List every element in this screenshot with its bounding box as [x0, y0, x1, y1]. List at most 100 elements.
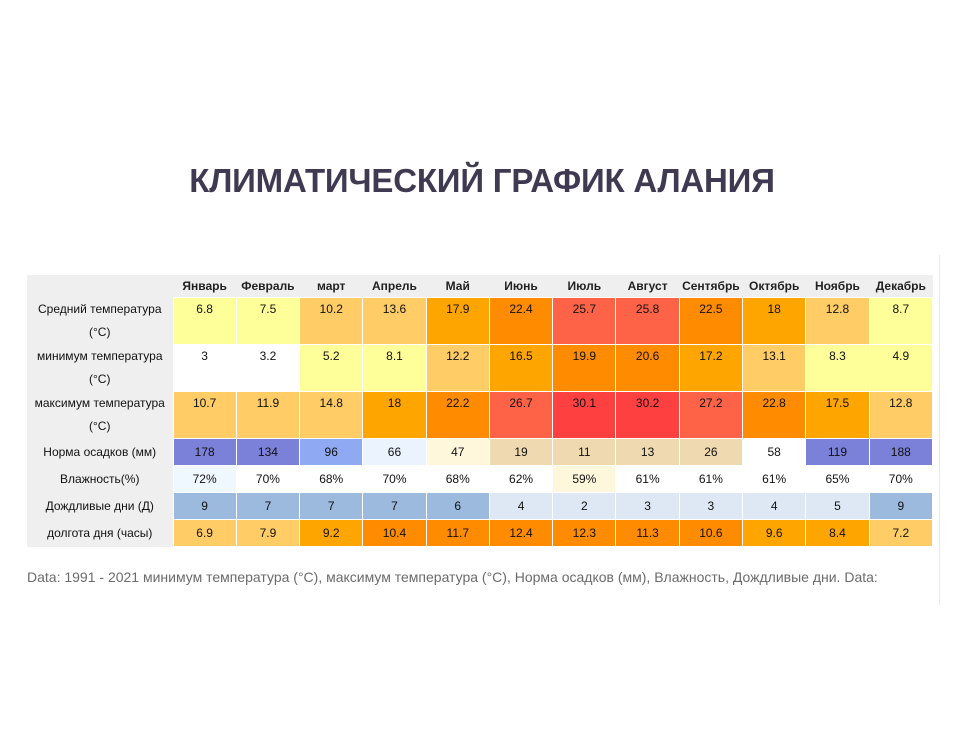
value-cell: 61%: [678, 465, 744, 493]
value-cell: 7: [235, 492, 301, 520]
daylight-hours-row: долгота дня (часы) 6.9 7.9 9.2 10.4 11.7 12.4 1…: [27, 519, 934, 547]
value-cell: 2: [552, 492, 617, 520]
value-cell: 20.6: [615, 344, 680, 392]
row-label-text: максимум температура: [34, 396, 165, 410]
value-cell: 30.1: [552, 391, 617, 439]
value-cell: 27.2: [678, 391, 744, 439]
value-cell: 8.7: [868, 297, 934, 345]
value-cell: 17.2: [678, 344, 744, 392]
value-cell: 13.1: [742, 344, 807, 392]
value-cell: 5.2: [299, 344, 364, 392]
row-label-text: Дождливые дни (Д): [45, 499, 154, 513]
row-label: долгота дня (часы): [27, 519, 173, 547]
value-cell: 70%: [868, 465, 934, 493]
value-cell: 96: [299, 438, 364, 466]
value-cell: 6: [425, 492, 490, 520]
value-cell: 22.5: [678, 297, 744, 345]
value-cell: 72%: [172, 465, 237, 493]
value-cell: 19: [488, 438, 554, 466]
month-header: Май: [426, 275, 490, 298]
value-cell: 5: [805, 492, 870, 520]
row-label-unit: (°C): [89, 325, 111, 339]
value-cell: 12.8: [805, 297, 870, 345]
row-label: максимум температура (°C): [27, 391, 173, 439]
value-cell: 3: [615, 492, 680, 520]
value-cell: 10.7: [172, 391, 237, 439]
month-header: март: [299, 275, 363, 298]
value-cell: 26.7: [488, 391, 554, 439]
value-cell: 6.8: [172, 297, 237, 345]
value-cell: 12.3: [552, 519, 617, 547]
value-cell: 25.7: [552, 297, 617, 345]
value-cell: 11.3: [615, 519, 680, 547]
value-cell: 66: [362, 438, 427, 466]
value-cell: 26: [678, 438, 744, 466]
value-cell: 22.4: [488, 297, 554, 345]
value-cell: 3: [678, 492, 744, 520]
row-label-unit: (°C): [89, 372, 111, 386]
row-label: Дождливые дни (Д): [27, 492, 173, 520]
value-cell: 19.9: [552, 344, 617, 392]
value-cell: 7: [299, 492, 364, 520]
value-cell: 9: [868, 492, 934, 520]
value-cell: 18: [362, 391, 427, 439]
month-header: Январь: [173, 275, 237, 298]
value-cell: 12.4: [488, 519, 554, 547]
value-cell: 178: [172, 438, 237, 466]
month-header: Сентябрь: [679, 275, 743, 298]
row-label-text: минимум температура: [36, 349, 163, 363]
value-cell: 62%: [488, 465, 554, 493]
value-cell: 17.9: [425, 297, 490, 345]
value-cell: 22.8: [742, 391, 807, 439]
value-cell: 68%: [425, 465, 490, 493]
row-label-text: Средний температура: [37, 302, 162, 316]
precipitation-row: Норма осадков (мм) 178 134 96 66 47 19 11 13 26 58…: [27, 438, 934, 466]
value-cell: 134: [235, 438, 301, 466]
value-cell: 9.6: [742, 519, 807, 547]
rainy-days-row: Дождливые дни (Д) 9 7 7 7 6 4 2 3 3 4 5 9: [27, 492, 934, 520]
month-header: Август: [615, 275, 680, 298]
divider: [939, 255, 940, 605]
value-cell: 68%: [299, 465, 364, 493]
month-header: Ноябрь: [805, 275, 870, 298]
value-cell: 61%: [742, 465, 807, 493]
row-label: Средний температура (°C): [27, 297, 173, 345]
value-cell: 12.2: [425, 344, 490, 392]
value-cell: 7.5: [235, 297, 301, 345]
value-cell: 188: [868, 438, 934, 466]
month-header: Июнь: [489, 275, 553, 298]
value-cell: 70%: [362, 465, 427, 493]
page-title: КЛИМАТИЧЕСКИЙ ГРАФИК АЛАНИЯ: [189, 162, 775, 199]
value-cell: 12.8: [868, 391, 934, 439]
value-cell: 16.5: [488, 344, 554, 392]
max-temp-row: максимум температура (°C) 10.7 11.9 14.8 18 22…: [27, 391, 934, 439]
month-header: Июль: [552, 275, 616, 298]
value-cell: 17.5: [805, 391, 870, 439]
value-cell: 8.3: [805, 344, 870, 392]
data-source-note: Data: 1991 - 2021 минимум температура (°…: [27, 569, 878, 585]
month-header: Октябрь: [742, 275, 806, 298]
value-cell: 7: [362, 492, 427, 520]
value-cell: 22.2: [425, 391, 490, 439]
month-header: Февраль: [236, 275, 300, 298]
value-cell: 9: [172, 492, 237, 520]
value-cell: 61%: [615, 465, 680, 493]
value-cell: 119: [805, 438, 870, 466]
value-cell: 8.4: [805, 519, 870, 547]
row-label-text: долгота дня (часы): [47, 526, 153, 540]
avg-temp-row: Средний температура (°C) 6.8 7.5 10.2 13.6 17.…: [27, 297, 934, 345]
value-cell: 58: [742, 438, 807, 466]
row-label: Норма осадков (мм): [27, 438, 173, 466]
humidity-row: Влажность(%) 72% 70% 68% 70% 68% 62% 59% 61% 61% 6…: [27, 465, 934, 493]
month-header: Декабрь: [869, 275, 933, 298]
value-cell: 65%: [805, 465, 870, 493]
value-cell: 47: [425, 438, 490, 466]
row-label-text: Влажность(%): [60, 472, 140, 486]
value-cell: 30.2: [615, 391, 680, 439]
row-label-unit: (°C): [89, 419, 111, 433]
min-temp-row: минимум температура (°C) 3 3.2 5.2 8.1 12.2 16.…: [27, 344, 934, 392]
table-header-row: Январь Февраль март Апрель Май Июнь Июль…: [27, 275, 933, 298]
row-label: минимум температура (°C): [27, 344, 173, 392]
value-cell: 10.2: [299, 297, 364, 345]
value-cell: 3.2: [235, 344, 301, 392]
